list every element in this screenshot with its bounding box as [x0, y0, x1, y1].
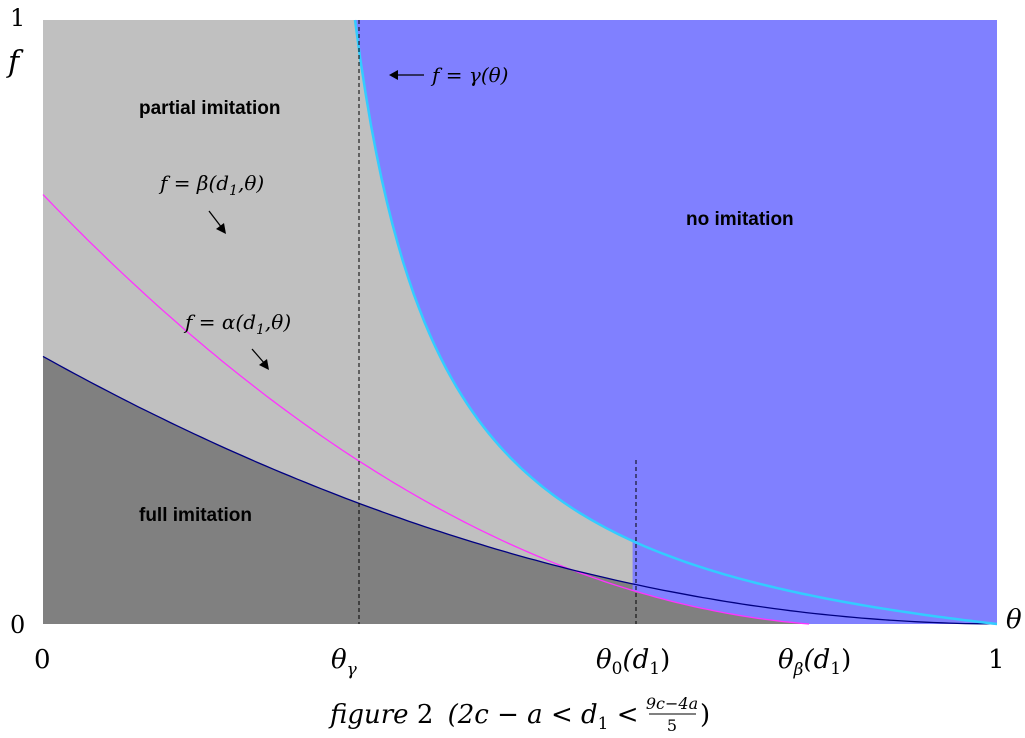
alpha-curve-label: f = α(d1,θ)	[183, 310, 291, 338]
caption-cond-right: )	[700, 700, 710, 730]
beta-label-arrow	[208, 210, 223, 229]
beta-arrowhead	[216, 223, 226, 234]
beta-label-sub: 1	[229, 183, 238, 199]
full-imitation-label: full imitation	[139, 505, 252, 526]
alpha-label-sub: 1	[256, 322, 265, 338]
theta-beta-sub: β	[793, 660, 804, 680]
no-imitation-label: no imitation	[686, 209, 794, 230]
theta-beta-arg: (d	[803, 645, 830, 675]
beta-label-rest: ,θ)	[238, 171, 264, 195]
x-tick-theta-0: θ0(d1)	[596, 645, 670, 679]
alpha-label-fn: α	[222, 310, 236, 334]
theta-0-arg-sub: 1	[649, 659, 660, 679]
gamma-label-lhs: f =	[430, 63, 469, 87]
beta-curve	[42, 194, 810, 625]
y-tick-0: 0	[10, 611, 25, 639]
beta-label-open: (d	[208, 171, 229, 195]
gamma-arrowhead	[389, 70, 398, 80]
theta-beta-base: θ	[778, 645, 794, 675]
theta-gamma-base: θ	[331, 645, 347, 675]
beta-label-lhs: f =	[158, 171, 197, 195]
partial-imitation-label: partial imitation	[139, 98, 280, 119]
alpha-curve	[42, 355, 998, 625]
x-tick-0: 0	[34, 645, 51, 675]
theta-0-close: )	[660, 645, 670, 675]
y-tick-1: 1	[10, 4, 25, 32]
caption-word: figure	[328, 700, 409, 730]
gamma-label-fn: γ	[469, 63, 481, 87]
beta-label-fn: β	[196, 171, 209, 195]
figure-caption: figure 2 (2c − a < d1 <	[328, 700, 639, 734]
x-axis-label: θ	[1006, 605, 1022, 635]
alpha-label-arrow	[251, 348, 266, 365]
x-tick-1: 1	[988, 645, 1005, 675]
x-tick-theta-beta: θβ(d1)	[778, 645, 851, 680]
theta-0-sub: 0	[612, 659, 623, 679]
caption-frac-den: 5	[667, 716, 677, 735]
alpha-label-open: (d	[235, 310, 256, 334]
alpha-label-rest: ,θ)	[265, 310, 291, 334]
caption-cond-mid: <	[608, 700, 638, 730]
gamma-label-args: (θ)	[481, 63, 509, 87]
full-imitation-region	[43, 356, 810, 624]
theta-0-base: θ	[596, 645, 612, 675]
caption-cond-left: (2c − a < d	[448, 700, 598, 730]
theta-gamma-sub: γ	[347, 660, 358, 680]
alpha-label-lhs: f =	[183, 310, 222, 334]
caption-number: 2	[417, 700, 434, 730]
gamma-curve-label: f = γ(θ)	[430, 63, 508, 87]
gamma-curve	[353, 19, 998, 626]
beta-curve-label: f = β(d1,θ)	[158, 171, 264, 199]
theta-beta-arg-sub: 1	[830, 659, 841, 679]
x-tick-theta-gamma: θγ	[331, 645, 358, 680]
partial-imitation-region	[43, 20, 633, 584]
caption-cond-sub: 1	[598, 714, 609, 734]
alpha-arrowhead	[259, 359, 269, 370]
caption-frac-num: 9c−4a	[646, 694, 698, 713]
theta-beta-close: )	[841, 645, 851, 675]
theta-0-arg: (d	[622, 645, 649, 675]
y-axis-label: f	[6, 45, 24, 80]
